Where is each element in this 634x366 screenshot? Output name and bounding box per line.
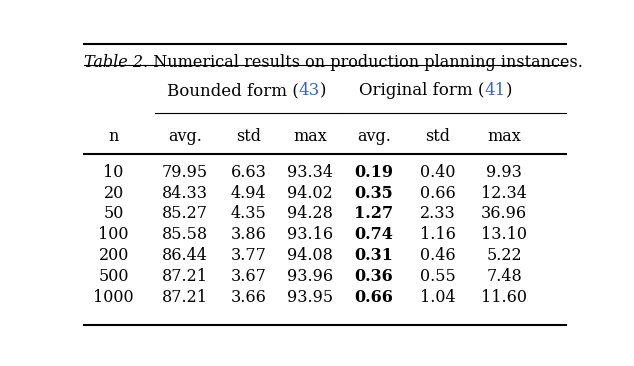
Text: 36.96: 36.96 (481, 205, 527, 223)
Text: 4.94: 4.94 (231, 184, 266, 202)
Text: 1000: 1000 (93, 289, 134, 306)
Text: 86.44: 86.44 (162, 247, 208, 264)
Text: 0.36: 0.36 (354, 268, 394, 285)
Text: 3.66: 3.66 (231, 289, 267, 306)
Text: 0.35: 0.35 (354, 184, 394, 202)
Text: Bounded form (: Bounded form ( (167, 82, 299, 99)
Text: 41: 41 (484, 82, 505, 99)
Text: max: max (488, 128, 521, 145)
Text: 4.35: 4.35 (231, 205, 267, 223)
Text: 43: 43 (299, 82, 320, 99)
Text: 7.48: 7.48 (486, 268, 522, 285)
Text: 1.04: 1.04 (420, 289, 456, 306)
Text: 0.40: 0.40 (420, 164, 456, 181)
Text: avg.: avg. (168, 128, 202, 145)
Text: ): ) (320, 82, 326, 99)
Text: 50: 50 (103, 205, 124, 223)
Text: 93.95: 93.95 (287, 289, 333, 306)
Text: 11.60: 11.60 (481, 289, 527, 306)
Text: max: max (294, 128, 327, 145)
Text: std: std (236, 128, 261, 145)
Text: 93.16: 93.16 (287, 226, 333, 243)
Text: 0.55: 0.55 (420, 268, 456, 285)
Text: 94.08: 94.08 (287, 247, 333, 264)
Text: 0.46: 0.46 (420, 247, 456, 264)
Text: 87.21: 87.21 (162, 289, 208, 306)
Text: 85.58: 85.58 (162, 226, 208, 243)
Text: 87.21: 87.21 (162, 268, 208, 285)
Text: 3.67: 3.67 (231, 268, 267, 285)
Text: 79.95: 79.95 (162, 164, 208, 181)
Text: 1.16: 1.16 (420, 226, 456, 243)
Text: Table 2: Table 2 (84, 54, 143, 71)
Text: 13.10: 13.10 (481, 226, 527, 243)
Text: 0.66: 0.66 (354, 289, 394, 306)
Text: 200: 200 (98, 247, 129, 264)
Text: 0.74: 0.74 (354, 226, 394, 243)
Text: n: n (108, 128, 119, 145)
Text: 5.22: 5.22 (486, 247, 522, 264)
Text: 1.27: 1.27 (354, 205, 394, 223)
Text: ): ) (505, 82, 512, 99)
Text: 93.34: 93.34 (287, 164, 333, 181)
Text: 3.77: 3.77 (231, 247, 267, 264)
Text: avg.: avg. (357, 128, 391, 145)
Text: 94.02: 94.02 (287, 184, 333, 202)
Text: 100: 100 (98, 226, 129, 243)
Text: 9.93: 9.93 (486, 164, 522, 181)
Text: 3.86: 3.86 (231, 226, 267, 243)
Text: 10: 10 (103, 164, 124, 181)
Text: 2.33: 2.33 (420, 205, 456, 223)
Text: . Numerical results on production planning instances.: . Numerical results on production planni… (143, 54, 583, 71)
Text: 94.28: 94.28 (287, 205, 333, 223)
Text: 12.34: 12.34 (481, 184, 527, 202)
Text: 20: 20 (103, 184, 124, 202)
Text: 0.66: 0.66 (420, 184, 456, 202)
Text: 0.19: 0.19 (354, 164, 394, 181)
Text: Original form (: Original form ( (359, 82, 484, 99)
Text: 500: 500 (98, 268, 129, 285)
Text: 93.96: 93.96 (287, 268, 333, 285)
Text: 0.31: 0.31 (354, 247, 394, 264)
Text: 85.27: 85.27 (162, 205, 208, 223)
Text: 84.33: 84.33 (162, 184, 208, 202)
Text: 6.63: 6.63 (231, 164, 267, 181)
Text: std: std (425, 128, 450, 145)
